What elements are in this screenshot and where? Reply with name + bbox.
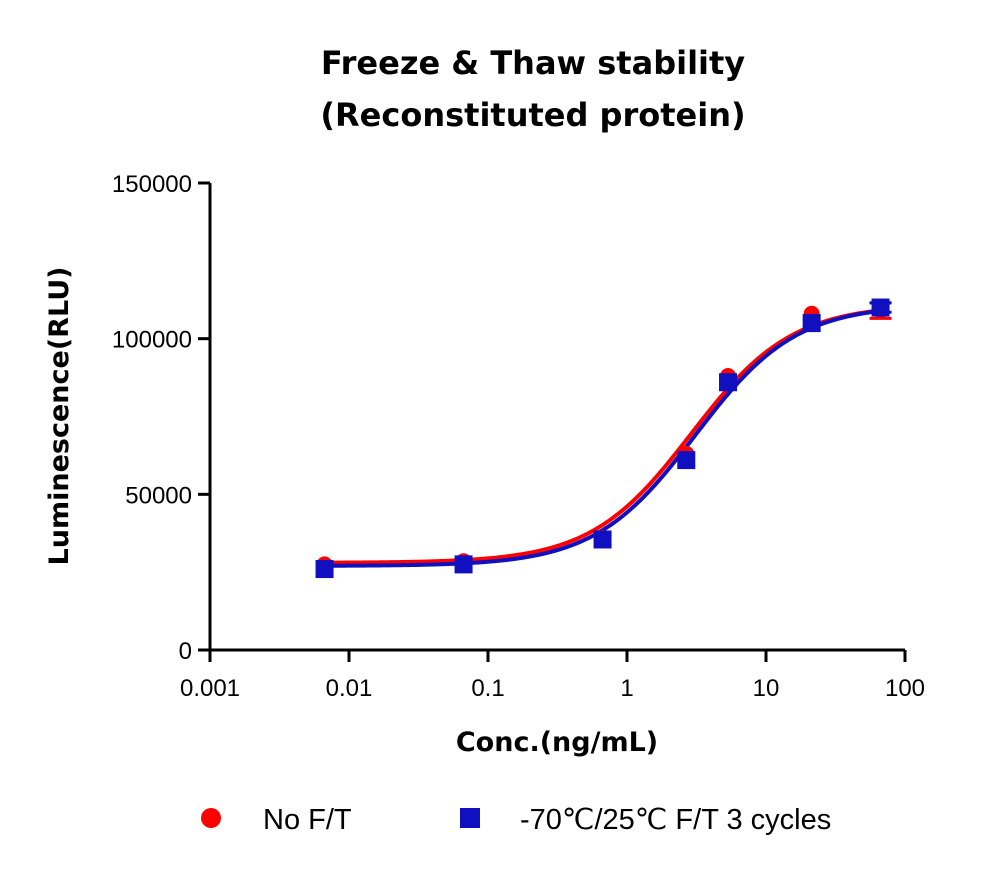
fit-curves (324, 308, 881, 568)
legend-marker-no-ft (201, 808, 221, 828)
y-tick-label: 0 (179, 638, 192, 665)
data-point-square (593, 530, 612, 549)
data-point-square (677, 451, 696, 470)
legend-label-no-ft: No F/T (263, 804, 352, 836)
ticks: 0.001 0.01 0.1 1 10 100 0 50000 100000 150000 (112, 171, 925, 702)
axes (208, 183, 905, 652)
x-tick-label: 100 (885, 675, 925, 702)
y-tick-label: 150000 (112, 171, 192, 198)
legend-label-ft-3-cycles: -70℃/25℃ F/T 3 cycles (520, 804, 831, 836)
data-markers (315, 298, 892, 579)
y-tick-label: 100000 (112, 327, 192, 354)
fit-curve-series-0 (324, 308, 881, 565)
y-axis-title: Luminescence(RLU) (44, 267, 75, 566)
chart-title-line1: Freeze & Thaw stability (321, 44, 745, 82)
data-point-square (719, 373, 738, 392)
x-tick-label: 0.01 (326, 675, 373, 702)
x-tick-label: 0.1 (471, 675, 504, 702)
chart-title-line2: (Reconstituted protein) (320, 96, 745, 134)
data-point-square (454, 555, 473, 574)
data-point-square (871, 298, 890, 317)
x-tick-label: 0.001 (180, 675, 240, 702)
data-point-square (315, 560, 334, 579)
x-tick-label: 10 (753, 675, 780, 702)
legend: No F/T -70℃/25℃ F/T 3 cycles (201, 804, 831, 836)
data-point-square (802, 314, 821, 333)
fit-curve-series-1 (324, 308, 881, 568)
x-axis-title: Conc.(ng/mL) (456, 727, 658, 758)
y-tick-label: 50000 (125, 482, 192, 509)
legend-marker-ft-3-cycles (460, 808, 480, 828)
x-tick-label: 1 (620, 675, 633, 702)
